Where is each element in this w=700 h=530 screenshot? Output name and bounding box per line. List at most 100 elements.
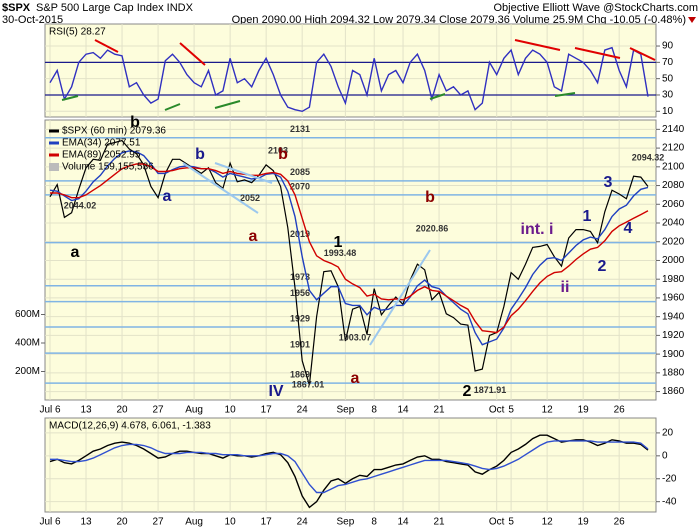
wave-label: a <box>351 370 360 387</box>
y-tick-label: -40 <box>662 496 677 507</box>
y-tick-label: 2140 <box>662 124 685 135</box>
y-tick-label: 30 <box>662 90 674 101</box>
divergence-line <box>514 39 561 51</box>
series-line <box>49 139 649 386</box>
quote: Open 2090.00 High 2094.32 Low 2079.34 Cl… <box>232 14 686 26</box>
x-tick-label: 21 <box>433 517 445 528</box>
x-tick-label: 17 <box>261 405 273 416</box>
x-tick-label: 13 <box>80 405 92 416</box>
x-tick-label: 20 <box>116 405 128 416</box>
divergence-line <box>214 100 241 109</box>
x-tick-label: 26 <box>614 517 626 528</box>
x-tick-label: 12 <box>542 517 554 528</box>
trend-line <box>182 162 259 214</box>
wave-label: 3 <box>604 174 613 191</box>
price-label: 2094.32 <box>632 153 665 163</box>
y-tick-label: 2080 <box>662 180 685 191</box>
level-label: 2085 <box>290 167 310 177</box>
x-tick-label: Sep <box>336 517 354 528</box>
wave-label: b <box>278 146 288 163</box>
wave-label: b <box>425 189 435 206</box>
level-label: 1929 <box>290 313 310 323</box>
price-label: 1867.01 <box>292 379 325 389</box>
divergence-line <box>574 47 621 59</box>
level-label: 1973 <box>290 272 310 282</box>
y-tick-label: 0 <box>662 450 668 461</box>
price-label: 2052 <box>240 193 260 203</box>
x-tick-label: 26 <box>614 405 626 416</box>
divergence-line <box>554 92 576 97</box>
price-label: 2044.02 <box>64 201 97 211</box>
divergence-line <box>179 42 206 66</box>
y2-tick-label: 600M <box>15 309 40 320</box>
y-tick-label: -20 <box>662 473 677 484</box>
legend-swatch <box>49 153 59 157</box>
x-tick-label: 19 <box>578 517 590 528</box>
y2-tick-label: 400M <box>15 338 40 349</box>
y-tick-label: 1940 <box>662 311 685 322</box>
y-tick-label: 2120 <box>662 143 685 154</box>
level-label: 2070 <box>290 181 310 191</box>
x-tick-label: 19 <box>578 405 590 416</box>
y-tick-label: 1920 <box>662 330 685 341</box>
panel <box>44 417 657 513</box>
x-tick-label: 27 <box>153 405 165 416</box>
price-label: 2020.86 <box>416 223 449 233</box>
x-tick-label: Oct <box>489 405 505 416</box>
level-label: 1869 <box>290 370 310 380</box>
trend-line <box>369 249 431 346</box>
x-tick-label: Aug <box>185 517 203 528</box>
wave-label: b <box>195 146 205 163</box>
legend-swatch <box>49 141 59 145</box>
level-label: 2131 <box>290 124 310 134</box>
wave-label: int. i <box>521 221 554 238</box>
panel <box>44 23 657 118</box>
y-tick-label: 1860 <box>662 386 685 397</box>
wave-label: 4 <box>624 220 633 237</box>
legend-swatch <box>49 129 59 133</box>
legend-swatch <box>49 163 59 171</box>
y-tick-label: 70 <box>662 57 674 68</box>
legend-entry: Volume 159,155,536 <box>62 162 154 173</box>
panel-title: RSI(5) 28.27 <box>49 27 106 38</box>
x-tick-label: 20 <box>116 517 128 528</box>
y-tick-label: 2040 <box>662 218 685 229</box>
y-tick-label: 2100 <box>662 161 685 172</box>
y-tick-label: 1960 <box>662 293 685 304</box>
legend-entry: $SPX (60 min) 2079.36 <box>62 126 166 137</box>
x-tick-label: 24 <box>297 517 309 528</box>
legend-entry: EMA(34) 2077.51 <box>62 138 141 149</box>
wave-label: a <box>249 228 258 245</box>
wave-label: 1 <box>583 208 592 225</box>
x-tick-label: Sep <box>336 405 354 416</box>
x-tick-label: 21 <box>433 405 445 416</box>
x-tick-label: 8 <box>371 517 377 528</box>
divergence-line <box>429 93 446 100</box>
credit: Objective Elliott Wave @StockCharts.com <box>493 2 698 14</box>
wave-label: 1 <box>334 234 343 251</box>
price-label: 1871.91 <box>474 385 507 395</box>
y-tick-label: 2000 <box>662 255 685 266</box>
x-tick-label: 13 <box>80 517 92 528</box>
x-tick-label: 10 <box>225 405 237 416</box>
y-tick-label: 1880 <box>662 367 685 378</box>
y2-tick-label: 200M <box>15 366 40 377</box>
wave-label: a <box>71 244 80 261</box>
y-tick-label: 2060 <box>662 199 685 210</box>
series-line <box>49 434 649 509</box>
x-tick-label: Oct <box>489 517 505 528</box>
x-tick-label: 5 <box>508 517 514 528</box>
divergence-line <box>629 47 656 61</box>
symbol: $SPX <box>2 2 31 14</box>
wave-label: 2 <box>463 383 472 400</box>
series-line <box>49 46 649 113</box>
price-label: 2103 <box>268 145 288 155</box>
level-label: 1901 <box>290 340 310 350</box>
x-tick-label: 24 <box>297 405 309 416</box>
y-tick-label: 50 <box>662 73 674 84</box>
divergence-line <box>61 95 79 101</box>
x-tick-label: 27 <box>153 517 165 528</box>
x-tick-label: 5 <box>508 405 514 416</box>
wave-label: 2 <box>598 258 607 275</box>
y-tick-label: 10 <box>662 106 674 117</box>
